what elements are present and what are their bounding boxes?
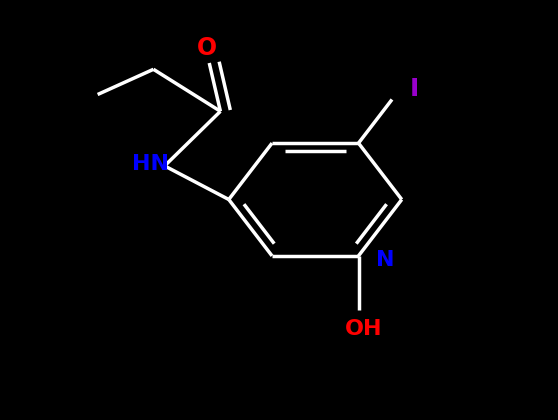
Text: I: I — [410, 77, 419, 101]
Text: N: N — [376, 250, 395, 270]
Text: O: O — [196, 36, 217, 60]
Text: HN: HN — [132, 154, 169, 174]
Text: OH: OH — [345, 319, 383, 339]
